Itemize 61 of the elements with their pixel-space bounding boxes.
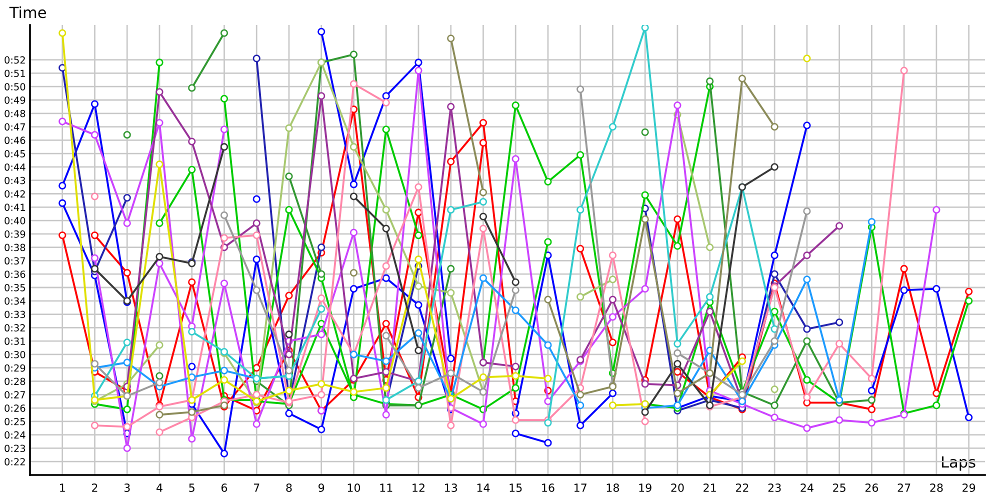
y-tick-label: 0:46 [4,136,26,144]
x-tick-label: 29 [962,484,976,492]
x-tick-label: 11 [380,484,392,492]
x-tick-label: 6 [221,484,228,492]
x-tick-label: 14 [477,484,490,492]
y-axis-title: Time [9,6,46,18]
y-tick-label: 0:40 [4,217,26,224]
x-tick-label: 27 [898,484,910,492]
y-tick-label: 0:34 [4,297,26,305]
y-tick-label: 0:50 [4,83,26,90]
x-tick-label: 28 [930,484,943,492]
y-tick-label: 0:35 [4,284,25,292]
y-tick-label: 0:29 [4,364,26,372]
x-tick-label: 5 [189,484,194,492]
x-tick-label: 13 [445,484,458,492]
x-tick-label: 1 [60,484,65,492]
y-tick-label: 0:38 [4,244,26,252]
x-tick-label: 15 [510,484,522,492]
x-tick-label: 8 [286,484,292,492]
x-tick-label: 20 [671,484,684,492]
y-tick-label: 0:24 [4,431,26,439]
y-tick-label: 0:32 [4,324,25,332]
y-tick-label: 0:31 [4,338,25,345]
y-tick-label: 0:44 [4,163,26,171]
y-tick-label: 0:47 [4,123,25,131]
x-tick-label: 25 [833,484,846,492]
y-tick-label: 0:36 [4,270,26,278]
y-tick-label: 0:48 [4,110,26,118]
y-tick-label: 0:23 [4,444,26,452]
y-tick-label: 0:33 [4,310,26,318]
x-tick-label: 19 [639,484,652,492]
x-tick-label: 12 [412,484,424,492]
y-tick-label: 0:41 [4,204,25,211]
x-tick-label: 4 [156,484,162,492]
y-tick-label: 0:37 [4,257,25,265]
x-tick-label: 24 [800,484,814,492]
y-tick-label: 0:27 [4,391,25,398]
x-tick-label: 16 [542,484,554,492]
x-tick-label: 3 [124,484,130,492]
x-tick-label: 9 [318,484,324,492]
y-tick-label: 0:26 [4,404,26,412]
x-tick-label: 2 [92,484,98,492]
y-tick-label: 0:52 [4,56,25,64]
y-tick-label: 0:22 [4,458,25,466]
y-tick-label: 0:49 [4,96,26,104]
x-tick-label: 17 [574,484,586,492]
y-tick-label: 0:51 [4,70,25,78]
y-tick-label: 0:45 [4,150,25,158]
y-tick-label: 0:43 [4,176,26,184]
y-tick-label: 0:25 [4,418,25,426]
x-tick-label: 26 [865,484,878,492]
x-tick-label: 21 [704,484,716,492]
x-tick-label: 10 [348,484,360,492]
x-tick-label: 18 [606,484,620,492]
y-tick-label: 0:28 [4,378,26,386]
x-tick-label: 22 [736,484,748,492]
y-tick-label: 0:30 [4,350,26,358]
y-tick-label: 0:39 [4,230,26,238]
x-tick-label: 23 [768,484,781,492]
y-tick-label: 0:42 [4,190,25,198]
x-tick-label: 7 [254,484,260,492]
